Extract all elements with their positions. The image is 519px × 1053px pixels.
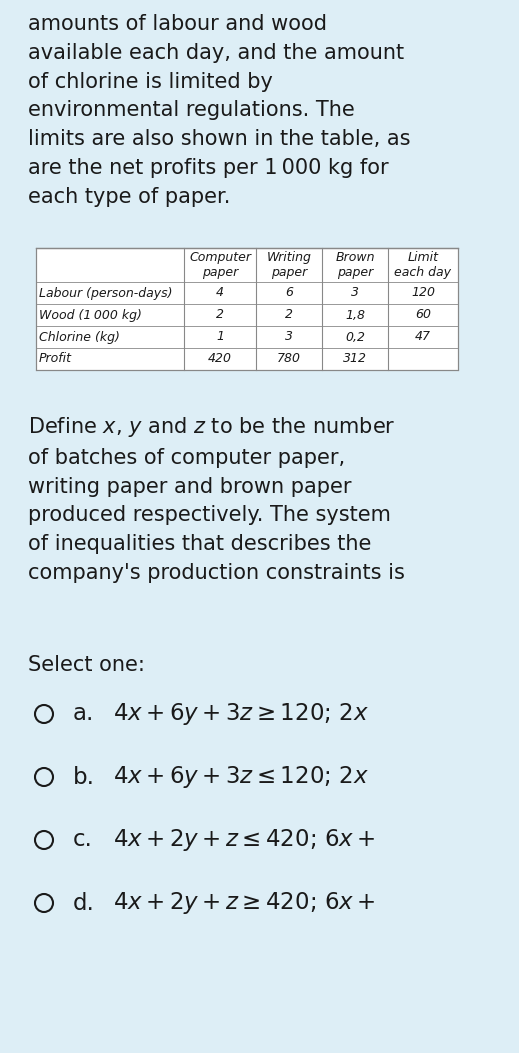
Text: c.: c. <box>73 829 93 852</box>
Text: 47: 47 <box>415 331 431 343</box>
FancyBboxPatch shape <box>36 249 458 370</box>
Text: Limit
each day: Limit each day <box>394 251 452 279</box>
Text: Select one:: Select one: <box>28 655 145 675</box>
Text: d.: d. <box>73 892 95 914</box>
Text: 1: 1 <box>216 331 224 343</box>
Text: 120: 120 <box>411 286 435 299</box>
Text: $4x + 2y + z \geq 420$; $6x +$: $4x + 2y + z \geq 420$; $6x +$ <box>113 890 375 916</box>
Text: $4x + 6y + 3z \geq 120$; $2x$: $4x + 6y + 3z \geq 120$; $2x$ <box>113 701 369 727</box>
Text: amounts of labour and wood
available each day, and the amount
of chlorine is lim: amounts of labour and wood available eac… <box>28 14 411 206</box>
Text: Brown
paper: Brown paper <box>335 251 375 279</box>
Text: 0,2: 0,2 <box>345 331 365 343</box>
Text: a.: a. <box>73 702 94 726</box>
Text: 312: 312 <box>343 353 367 365</box>
Text: 60: 60 <box>415 309 431 321</box>
Text: b.: b. <box>73 766 95 789</box>
Text: 3: 3 <box>285 331 293 343</box>
Text: Chlorine (kg): Chlorine (kg) <box>39 331 120 343</box>
Text: 3: 3 <box>351 286 359 299</box>
Text: 420: 420 <box>208 353 232 365</box>
Text: 780: 780 <box>277 353 301 365</box>
Text: Labour (person-days): Labour (person-days) <box>39 286 172 299</box>
Text: 6: 6 <box>285 286 293 299</box>
Text: Profit: Profit <box>39 353 72 365</box>
Text: 2: 2 <box>216 309 224 321</box>
Text: 4: 4 <box>216 286 224 299</box>
Text: Computer
paper: Computer paper <box>189 251 251 279</box>
Text: Writing
paper: Writing paper <box>267 251 311 279</box>
Text: $4x + 2y + z \leq 420$; $6x +$: $4x + 2y + z \leq 420$; $6x +$ <box>113 827 375 853</box>
Text: $4x + 6y + 3z \leq 120$; $2x$: $4x + 6y + 3z \leq 120$; $2x$ <box>113 764 369 790</box>
Text: 1,8: 1,8 <box>345 309 365 321</box>
Text: Define $x$, $y$ and $z$ to be the number
of batches of computer paper,
writing p: Define $x$, $y$ and $z$ to be the number… <box>28 415 405 583</box>
Text: Wood (1 000 kg): Wood (1 000 kg) <box>39 309 142 321</box>
Text: 2: 2 <box>285 309 293 321</box>
